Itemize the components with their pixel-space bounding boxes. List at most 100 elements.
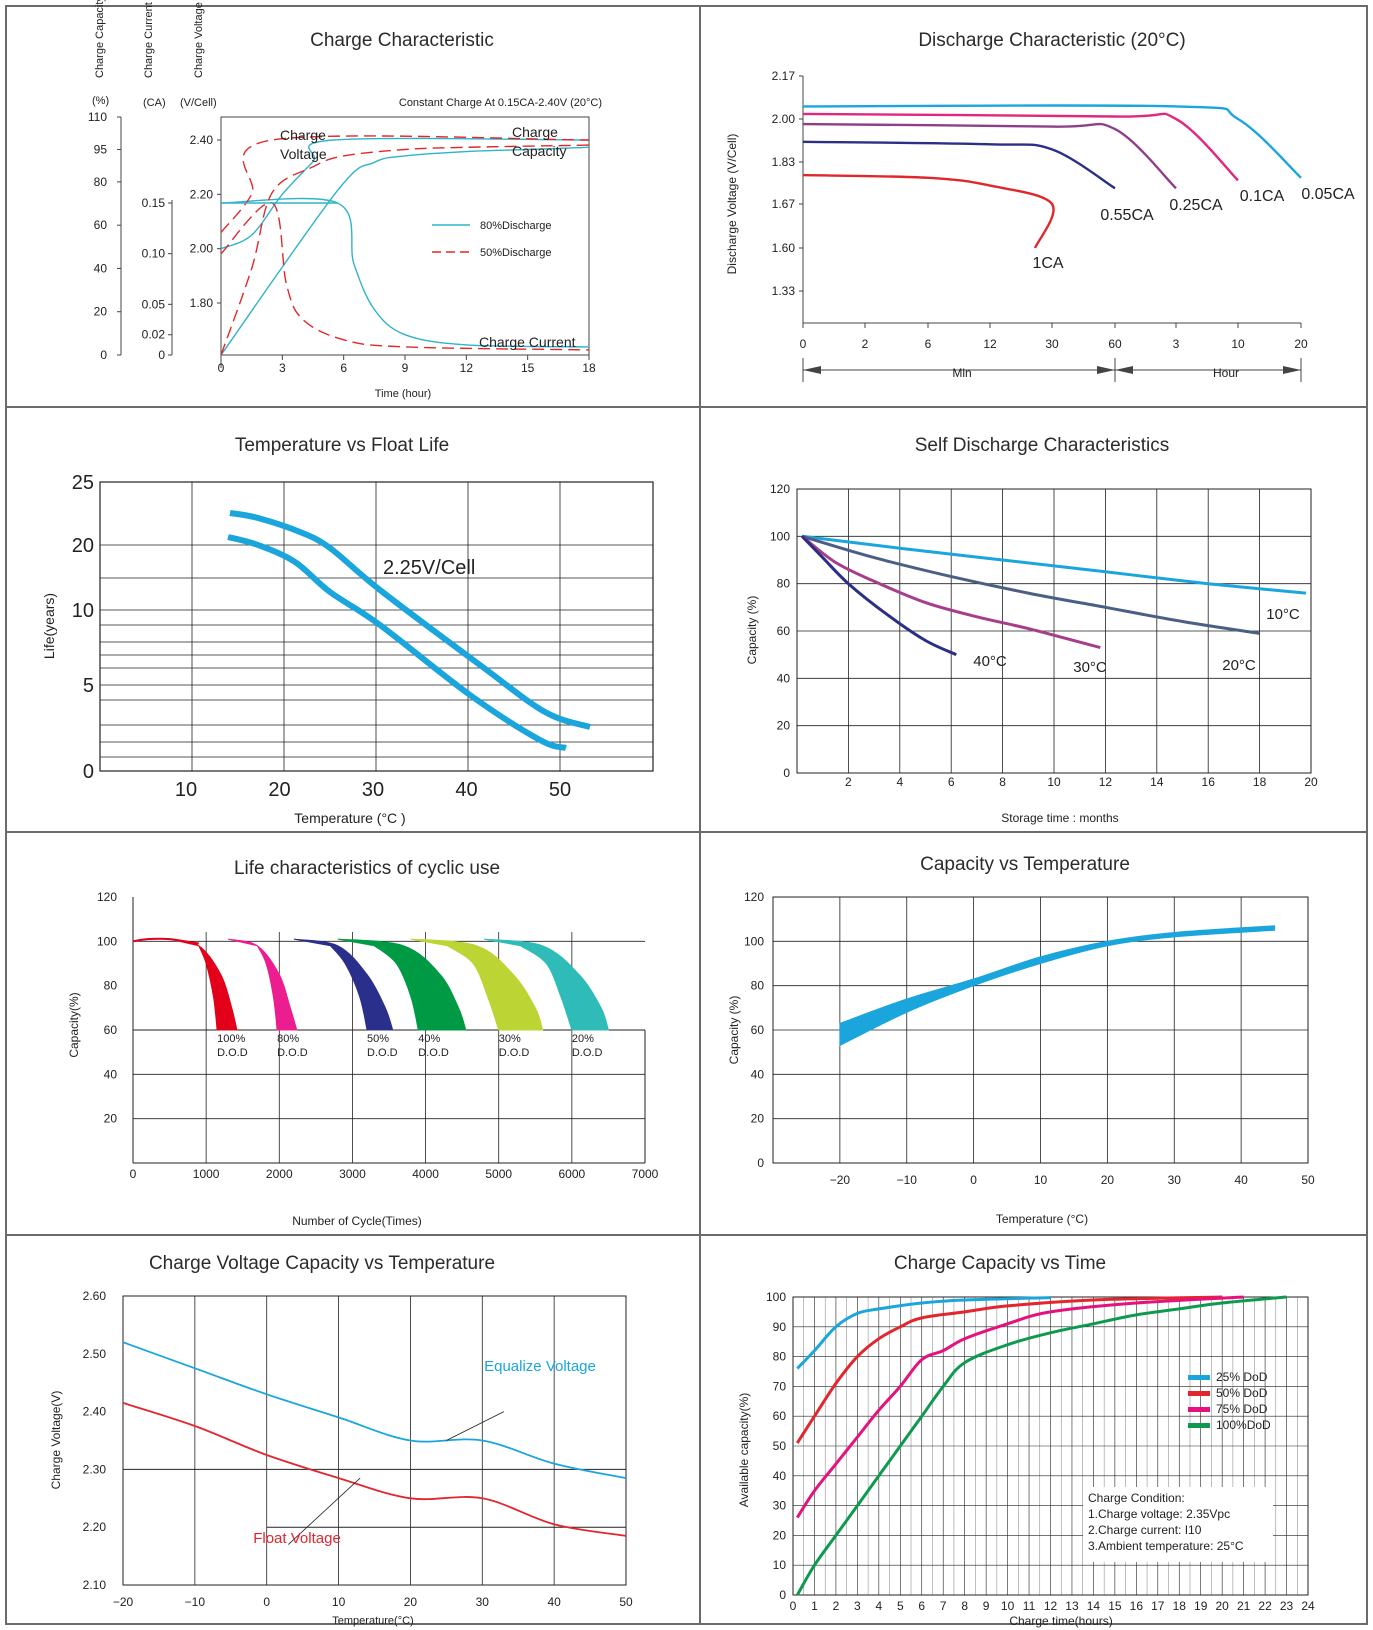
y-tick-label: 10 xyxy=(773,1558,787,1572)
y-tick-label: 1.60 xyxy=(772,241,796,255)
y-tick-label: 1.33 xyxy=(772,284,796,298)
x-tick-label: 4000 xyxy=(412,1167,439,1181)
x-tick-label: 15 xyxy=(521,361,535,375)
x-tick-label: 22 xyxy=(1258,1599,1272,1613)
float-label: Float Voltage xyxy=(253,1530,341,1547)
x-tick-label: 7000 xyxy=(632,1167,659,1181)
y-axis-label: Discharge Voltage (V/Cell) xyxy=(725,134,739,275)
x-tick-label: 1000 xyxy=(193,1167,220,1181)
y-tick-label: 2.17 xyxy=(772,69,796,83)
voltage-tick-label: 2.00 xyxy=(190,242,214,256)
current-tick-label: 0 xyxy=(158,348,165,362)
y-axis-label: Charge Voltage(V) xyxy=(49,1391,63,1490)
x-tick-label: 4 xyxy=(875,1599,882,1613)
dod-label-dod: D.O.D xyxy=(277,1047,308,1059)
discharge-characteristic-panel: Discharge Characteristic (20°C) 1.33 1.60… xyxy=(725,30,1355,382)
y-tick-label: 100 xyxy=(97,934,117,948)
x-tick-label: 0 xyxy=(218,361,225,375)
self-discharge-curve xyxy=(801,535,957,657)
current-tick-label: 0.15 xyxy=(142,196,166,210)
x-tick-label: 12 xyxy=(983,337,997,351)
y-tick-label: 100 xyxy=(766,1290,786,1304)
x-tick-label: 10 xyxy=(1001,1599,1015,1613)
legend-label: 25% DoD xyxy=(1216,1370,1268,1384)
x-tick-label: 21 xyxy=(1237,1599,1251,1613)
x-tick-label: 16 xyxy=(1202,775,1216,789)
y-tick-label: 40 xyxy=(777,671,791,685)
y-tick-label: 2.40 xyxy=(83,1405,107,1419)
discharge-curve xyxy=(802,140,1116,190)
x-tick-label: 0 xyxy=(790,1599,797,1613)
x-tick-label: 30 xyxy=(362,779,384,801)
upper-life-curve xyxy=(229,510,591,730)
y-tick-label: 120 xyxy=(770,482,790,496)
capacity-tick-label: 80 xyxy=(94,175,108,189)
discharge-curve xyxy=(802,104,1302,179)
curve-label: 0.25CA xyxy=(1169,197,1223,214)
plot-lines xyxy=(796,1295,1287,1596)
dod-label-pct: 40% xyxy=(418,1033,440,1045)
arrow-head xyxy=(803,366,821,374)
chart-title: Discharge Characteristic (20°C) xyxy=(918,30,1185,51)
y-tick-label: 20 xyxy=(777,719,791,733)
x-tick-label: 20 xyxy=(268,779,290,801)
dod-band xyxy=(337,938,467,1031)
curve-label: 1CA xyxy=(1032,255,1063,272)
series-capacity-line xyxy=(220,146,590,356)
capacity-tick-label: 20 xyxy=(94,305,108,319)
y-tick-label: 20 xyxy=(751,1112,765,1126)
x-tick-label: 20 xyxy=(1294,337,1308,351)
x-tick-label: 0 xyxy=(970,1173,977,1187)
x-tick-label: 18 xyxy=(1253,775,1267,789)
discharge-curve xyxy=(802,112,1239,182)
x-tick-label: 30 xyxy=(476,1595,490,1609)
series-voltage-line xyxy=(220,135,590,233)
dod-label-pct: 80% xyxy=(277,1033,299,1045)
condition-line-1: Charge Condition: xyxy=(1088,1491,1185,1505)
float-life-panel: Temperature vs Float Life 0 5 10 20 25 10 20 30… xyxy=(41,435,654,826)
legend-swatch xyxy=(1188,1423,1210,1428)
discharge-curve xyxy=(802,122,1177,190)
x-tick-label: 13 xyxy=(1065,1599,1079,1613)
x-tick-label: 5 xyxy=(897,1599,904,1613)
dod-label-dod: D.O.D xyxy=(418,1047,449,1059)
lower-life-curve xyxy=(227,534,567,751)
x-tick-label: 17 xyxy=(1151,1599,1165,1613)
y-axis-label: Life(years) xyxy=(41,593,57,659)
condition-line-4: 3.Ambient temperature: 25°C xyxy=(1088,1539,1244,1553)
y-axis-label: Capacity (%) xyxy=(745,596,759,665)
dod-band xyxy=(227,938,298,1031)
y-tick-label: 40 xyxy=(773,1469,787,1483)
y-tick-label: 10 xyxy=(72,600,94,622)
y-tick-label: 0 xyxy=(757,1156,764,1170)
dod-label-dod: D.O.D xyxy=(367,1047,398,1059)
x-tick-label: 3 xyxy=(279,361,286,375)
y-tick-label: 5 xyxy=(83,675,94,697)
x-tick-label: 12 xyxy=(1044,1599,1058,1613)
y-tick-label: 60 xyxy=(751,1023,765,1037)
unit-current: (CA) xyxy=(143,97,166,109)
x-tick-label: 20 xyxy=(1304,775,1318,789)
current-tick-label: 0.05 xyxy=(142,297,166,311)
unit-voltage: (V/Cell) xyxy=(180,97,217,109)
dod-label-pct: 100% xyxy=(217,1033,245,1045)
capacity-tick-label: 95 xyxy=(94,142,108,156)
voltage-tick-label: 1.80 xyxy=(190,296,214,310)
y-tick-label: 30 xyxy=(773,1499,787,1513)
charge-curve xyxy=(796,1296,1051,1370)
series-current-line xyxy=(220,197,590,348)
current-tick-label: 0.10 xyxy=(142,247,166,261)
y-tick-label: 120 xyxy=(744,890,764,904)
y-tick-label: 70 xyxy=(773,1379,787,1393)
voltage-tick-label: 2.40 xyxy=(190,133,214,147)
axes: 0 5 10 20 25 10 20 30 40 50 Temperature (°C ) Life(… xyxy=(41,472,654,826)
y-tick-label: 2.00 xyxy=(772,112,796,126)
equalize-leader xyxy=(446,1411,505,1441)
capacity-tick-label: 60 xyxy=(94,218,108,232)
axes: 0 20 40 60 80 100 120 −20 −10 0 10 20 30 40 50 Temperat… xyxy=(727,890,1315,1226)
dod-band xyxy=(484,938,610,1031)
condition-line-3: 2.Charge current: I10 xyxy=(1088,1523,1202,1537)
x-tick-label: 16 xyxy=(1130,1599,1144,1613)
